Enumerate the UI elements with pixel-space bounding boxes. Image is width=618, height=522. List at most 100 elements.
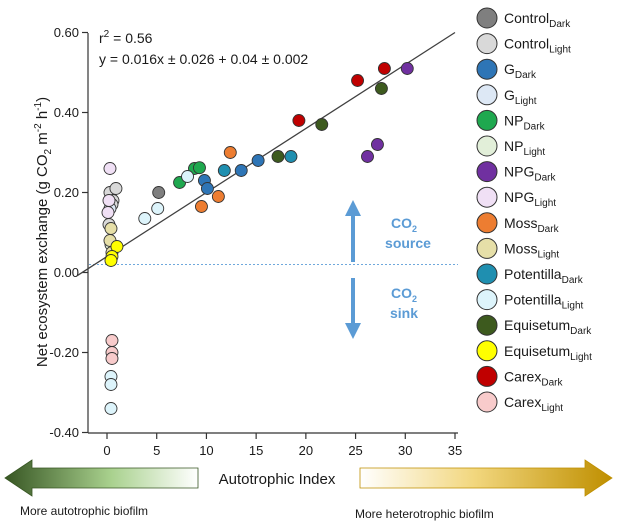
legend-item-carex-dark: CarexDark	[476, 365, 563, 388]
x-tick-label: 15	[249, 443, 263, 458]
legend-marker	[476, 263, 498, 285]
legend-item-potentilla-light: PotentillaLight	[476, 289, 584, 312]
legend-label: NPGDark	[504, 164, 556, 184]
legend-marker	[476, 33, 498, 55]
legend-label: GLight	[504, 87, 537, 107]
point-carex-light	[105, 352, 119, 365]
legend-marker	[476, 186, 498, 208]
point-npg-light	[102, 194, 116, 207]
point-g-dark	[200, 182, 214, 195]
point-moss-dark	[211, 190, 225, 203]
legend-label: MossDark	[504, 215, 560, 235]
point-control-dark	[152, 186, 166, 199]
co2-source-label-top: CO2	[391, 215, 417, 234]
x-tick-label: 0	[103, 443, 110, 458]
legend-label: EquisetumDark	[504, 317, 592, 337]
legend-item-np-dark: NPDark	[476, 109, 546, 132]
legend-item-npg-dark: NPGDark	[476, 161, 556, 184]
legend-marker	[476, 84, 498, 106]
point-carex-dark	[377, 62, 391, 75]
legend-marker	[476, 289, 498, 311]
y-axis-title: Net ecosystem exchange (g CO2 m-2 h-1)	[33, 97, 54, 367]
co2-sink-label: sink	[390, 305, 418, 321]
x-tick-label: 10	[199, 443, 213, 458]
point-equisetum-dark	[374, 82, 388, 95]
legend-marker	[476, 135, 498, 157]
point-potentilla-dark	[284, 150, 298, 163]
point-npg-light	[103, 162, 117, 175]
point-equisetum-dark	[315, 118, 329, 131]
point-moss-dark	[223, 146, 237, 159]
legend-item-moss-dark: MossDark	[476, 212, 560, 235]
x-ticks: 0 5 10 15 20 25 30 35	[103, 433, 462, 458]
co2-sink-label-top: CO2	[391, 285, 417, 304]
y-ticks: -0.40 -0.20 0.00 0.20 0.40 0.60	[49, 25, 88, 440]
legend-marker	[476, 212, 498, 234]
point-g-dark	[251, 154, 265, 167]
legend-label: PotentillaDark	[504, 266, 584, 286]
legend-label: ControlLight	[504, 36, 571, 56]
point-potentilla-light	[138, 212, 152, 225]
point-potentilla-light	[151, 202, 165, 215]
legend-label: CarexLight	[504, 394, 563, 414]
legend-marker	[476, 314, 498, 336]
point-potentilla-dark	[217, 164, 231, 177]
legend-marker	[476, 109, 498, 131]
heterotrophic-caption: More heterotrophic biofilm	[355, 507, 494, 521]
x-tick-label: 35	[448, 443, 462, 458]
legend-marker	[476, 340, 498, 362]
heterotrophic-arrow	[359, 459, 613, 497]
legend-item-g-light: GLight	[476, 84, 537, 107]
y-tick-label: 0.60	[54, 25, 79, 40]
y-tick-label: -0.20	[49, 345, 79, 360]
legend-item-carex-light: CarexLight	[476, 391, 563, 414]
x-tick-label: 5	[153, 443, 160, 458]
point-g-dark	[234, 164, 248, 177]
legend-item-np-light: NPLight	[476, 135, 545, 158]
legend-label: GDark	[504, 61, 537, 81]
legend-label: PotentillaLight	[504, 292, 584, 312]
legend-label: CarexDark	[504, 368, 563, 388]
point-control-light	[109, 182, 123, 195]
legend-marker	[476, 365, 498, 387]
legend-label: ControlDark	[504, 10, 571, 30]
x-axis-title: Autotrophic Index	[219, 471, 336, 488]
point-carex-dark	[292, 114, 306, 127]
y-tick-label: -0.40	[49, 425, 79, 440]
legend-marker	[476, 237, 498, 259]
autotrophic-arrow	[4, 459, 199, 497]
point-np-dark	[193, 161, 206, 175]
legend-label: NPGLight	[504, 189, 556, 209]
point-potentilla-light	[104, 378, 118, 391]
point-npg-dark	[370, 138, 384, 151]
legend-item-moss-light: MossLight	[476, 237, 559, 260]
legend-marker	[476, 58, 498, 80]
legend-label: EquisetumLight	[504, 343, 592, 363]
legend-item-potentilla-dark: PotentillaDark	[476, 263, 584, 286]
legend-item-equisetum-light: EquisetumLight	[476, 340, 592, 363]
point-npg-dark	[361, 150, 374, 163]
co2-source-label: source	[385, 235, 431, 251]
legend-label: NPLight	[504, 138, 545, 158]
x-tick-label: 20	[299, 443, 313, 458]
point-npg-dark	[400, 62, 414, 75]
legend: ControlDark ControlLight GDark GLight NPDark…	[476, 7, 592, 414]
legend-item-equisetum-dark: EquisetumDark	[476, 314, 592, 337]
autotrophic-caption: More autotrophic biofilm	[20, 504, 148, 518]
y-tick-label: 0.40	[54, 105, 79, 120]
point-carex-light	[105, 334, 119, 347]
x-tick-label: 25	[348, 443, 362, 458]
legend-label: MossLight	[504, 240, 559, 260]
legend-item-control-light: ControlLight	[476, 33, 571, 56]
point-carex-dark	[351, 74, 365, 87]
point-moss-light	[104, 222, 118, 235]
legend-item-npg-light: NPGLight	[476, 186, 556, 209]
point-equisetum-dark	[271, 150, 285, 163]
point-potentilla-light	[104, 402, 118, 415]
y-tick-label: 0.00	[54, 265, 79, 280]
legend-marker	[476, 391, 498, 413]
legend-item-control-dark: ControlDark	[476, 7, 571, 30]
legend-item-g-dark: GDark	[476, 58, 537, 81]
point-moss-dark	[195, 200, 208, 213]
